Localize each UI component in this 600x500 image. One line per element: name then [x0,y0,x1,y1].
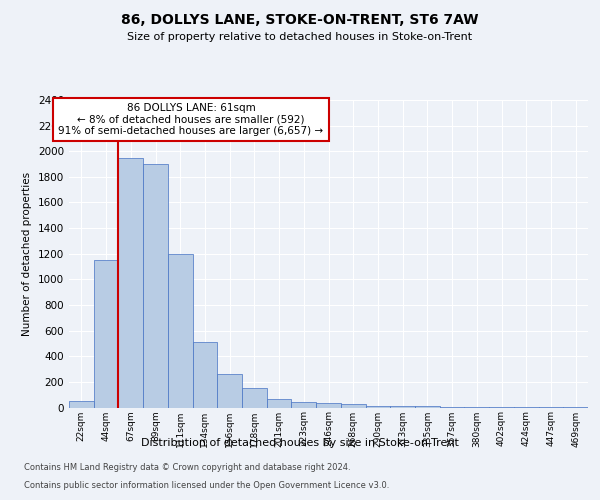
Text: 86, DOLLYS LANE, STOKE-ON-TRENT, ST6 7AW: 86, DOLLYS LANE, STOKE-ON-TRENT, ST6 7AW [121,12,479,26]
Bar [118,158,143,408]
Bar [143,164,168,408]
Bar [489,407,514,408]
Bar [440,407,464,408]
Text: Size of property relative to detached houses in Stoke-on-Trent: Size of property relative to detached ho… [127,32,473,42]
Text: Distribution of detached houses by size in Stoke-on-Trent: Distribution of detached houses by size … [141,438,459,448]
Bar [217,374,242,408]
Text: 86 DOLLYS LANE: 61sqm
← 8% of detached houses are smaller (592)
91% of semi-deta: 86 DOLLYS LANE: 61sqm ← 8% of detached h… [58,103,323,136]
Bar [316,403,341,407]
Text: Contains public sector information licensed under the Open Government Licence v3: Contains public sector information licen… [24,481,389,490]
Bar [69,401,94,407]
Bar [464,407,489,408]
Bar [390,406,415,407]
Text: Contains HM Land Registry data © Crown copyright and database right 2024.: Contains HM Land Registry data © Crown c… [24,464,350,472]
Bar [94,260,118,408]
Bar [415,406,440,408]
Bar [292,402,316,407]
Bar [242,388,267,407]
Bar [341,404,365,407]
Bar [193,342,217,407]
Bar [168,254,193,408]
Bar [267,398,292,407]
Bar [514,407,539,408]
Bar [365,406,390,407]
Y-axis label: Number of detached properties: Number of detached properties [22,172,32,336]
